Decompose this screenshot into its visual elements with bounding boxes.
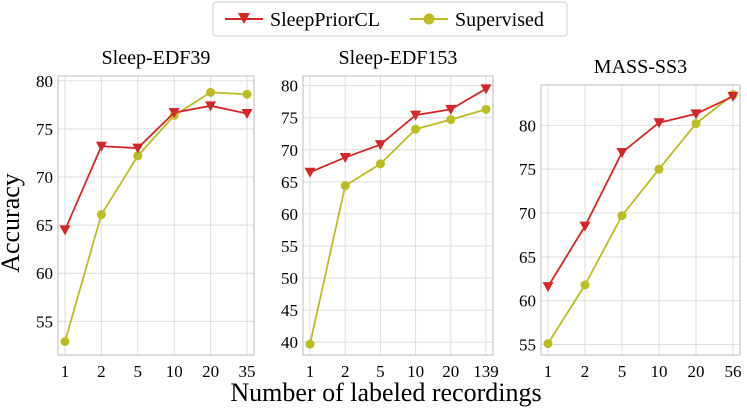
x-axis-label: Number of labeled recordings (230, 378, 541, 407)
y-tick-label: 70 (281, 141, 298, 160)
series-line-supervised (309, 108, 487, 345)
y-tick-label: 65 (519, 248, 536, 267)
y-tick-label: 75 (36, 120, 53, 139)
y-tick-label: 55 (36, 312, 53, 331)
data-point-sleepprior (542, 282, 554, 293)
panel-title: Sleep-EDF153 (339, 47, 458, 69)
data-point-sleepprior (95, 141, 107, 152)
plot-frame (57, 75, 255, 356)
y-tick-label: 75 (519, 160, 536, 179)
data-point-supervised (60, 337, 70, 347)
data-point-supervised (242, 89, 252, 99)
data-point-sleepprior (445, 104, 457, 115)
x-tick-label: 1 (544, 362, 553, 381)
data-point-supervised (340, 181, 350, 191)
data-point-sleepprior (304, 167, 316, 178)
data-point-sleepprior (339, 152, 351, 163)
plot-frame (540, 84, 741, 356)
data-point-supervised (617, 211, 627, 221)
y-tick-label: 55 (281, 237, 298, 256)
data-point-sleepprior (374, 140, 386, 151)
data-point-sleepprior (690, 109, 702, 120)
legend-label-sleepprior: SleepPriorCL (270, 9, 380, 31)
x-tick-label: 2 (97, 362, 106, 381)
data-point-supervised (580, 280, 590, 290)
data-point-supervised (654, 164, 664, 174)
y-tick-label: 60 (36, 264, 53, 283)
x-tick-label: 56 (725, 362, 742, 381)
x-tick-label: 20 (688, 362, 705, 381)
x-tick-label: 2 (341, 362, 350, 381)
series-line-supervised (547, 93, 734, 345)
data-point-sleepprior (727, 91, 739, 102)
x-tick-label: 1 (306, 362, 315, 381)
data-point-sleepprior (132, 143, 144, 154)
x-tick-label: 20 (442, 362, 459, 381)
legend-box (212, 1, 568, 37)
data-point-sleepprior (480, 84, 492, 95)
data-point-supervised (305, 339, 315, 349)
legend: SleepPriorCL Supervised (212, 1, 568, 37)
series-line-sleepprior (309, 88, 487, 174)
plot-frame (302, 75, 494, 356)
legend-item-sleepprior: SleepPriorCL (225, 9, 380, 31)
x-tick-label: 10 (166, 362, 183, 381)
panel-title: Sleep-EDF39 (102, 47, 211, 69)
data-point-supervised (446, 115, 456, 125)
y-tick-label: 45 (281, 301, 298, 320)
data-point-supervised (96, 210, 106, 220)
legend-item-supervised: Supervised (410, 9, 544, 31)
data-point-supervised (375, 159, 385, 169)
data-point-supervised (543, 339, 553, 349)
y-axis-label: Accuracy (0, 173, 25, 273)
x-tick-label: 139 (473, 362, 499, 381)
series-line-sleepprior (547, 95, 734, 288)
x-tick-label: 1 (61, 362, 70, 381)
x-tick-label: 35 (239, 362, 256, 381)
x-tick-label: 5 (618, 362, 627, 381)
x-tick-label: 5 (134, 362, 143, 381)
y-tick-label: 65 (36, 216, 53, 235)
y-tick-label: 60 (519, 292, 536, 311)
y-tick-label: 75 (281, 109, 298, 128)
data-point-sleepprior (241, 109, 253, 120)
data-point-sleepprior (205, 101, 217, 112)
data-point-sleepprior (653, 118, 665, 129)
panel-1: 40 45 50 55 60 65 70 75 80 1 2 5 10 20 139 Sleep-EDF153 (281, 47, 499, 381)
legend-label-supervised: Supervised (455, 9, 544, 31)
x-tick-label: 10 (407, 362, 424, 381)
panel-title: MASS-SS3 (594, 56, 687, 78)
y-tick-label: 70 (519, 204, 536, 223)
panel-0: 55 60 65 70 75 80 1 2 5 10 20 35 Sleep-EDF39 (36, 47, 256, 381)
circle-icon (423, 13, 435, 25)
y-tick-label: 65 (281, 173, 298, 192)
x-tick-label: 10 (651, 362, 668, 381)
x-tick-label: 5 (376, 362, 385, 381)
data-point-sleepprior (579, 221, 591, 232)
y-tick-label: 60 (281, 205, 298, 224)
series-line-supervised (64, 91, 248, 342)
data-point-supervised (691, 119, 701, 129)
y-tick-label: 80 (36, 72, 53, 91)
y-tick-label: 55 (519, 335, 536, 354)
data-point-sleepprior (59, 225, 71, 236)
data-point-supervised (481, 104, 491, 114)
data-point-sleepprior (616, 148, 628, 158)
data-point-supervised (411, 124, 421, 134)
panel-2: 55 60 65 70 75 80 1 2 5 10 20 56 MASS-SS3 (519, 56, 742, 381)
data-point-sleepprior (410, 110, 422, 121)
x-tick-label: 20 (202, 362, 219, 381)
y-tick-label: 80 (519, 116, 536, 135)
triangle-down-icon (238, 13, 250, 24)
data-point-supervised (206, 87, 216, 97)
y-tick-label: 70 (36, 168, 53, 187)
y-tick-label: 50 (281, 269, 298, 288)
y-tick-label: 40 (281, 333, 298, 352)
data-point-supervised (133, 151, 143, 161)
data-point-sleepprior (168, 108, 180, 119)
y-tick-label: 80 (281, 77, 298, 96)
x-tick-label: 2 (581, 362, 590, 381)
series-line-sleepprior (64, 104, 248, 231)
